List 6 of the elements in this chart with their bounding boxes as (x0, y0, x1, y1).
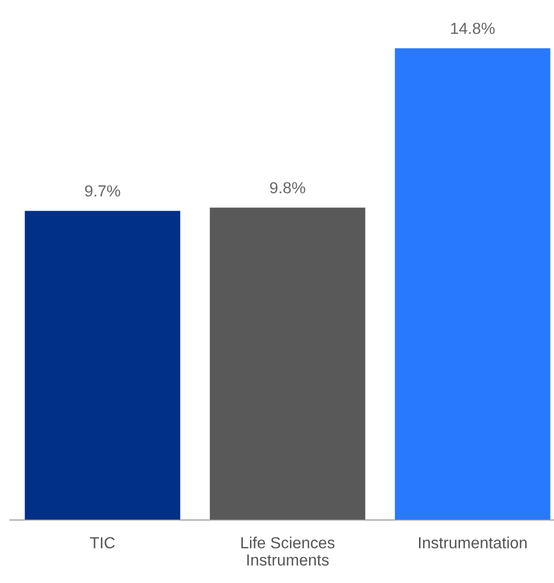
data-label: 14.8% (451, 22, 495, 34)
x-tick-label: Instrumentation (419, 536, 527, 548)
data-label: 9.7% (85, 185, 120, 197)
x-tick-label: TIC (90, 537, 115, 548)
data-label: 9.8% (270, 182, 306, 194)
x-tick-label: Life Sciences Instruments (241, 536, 334, 566)
